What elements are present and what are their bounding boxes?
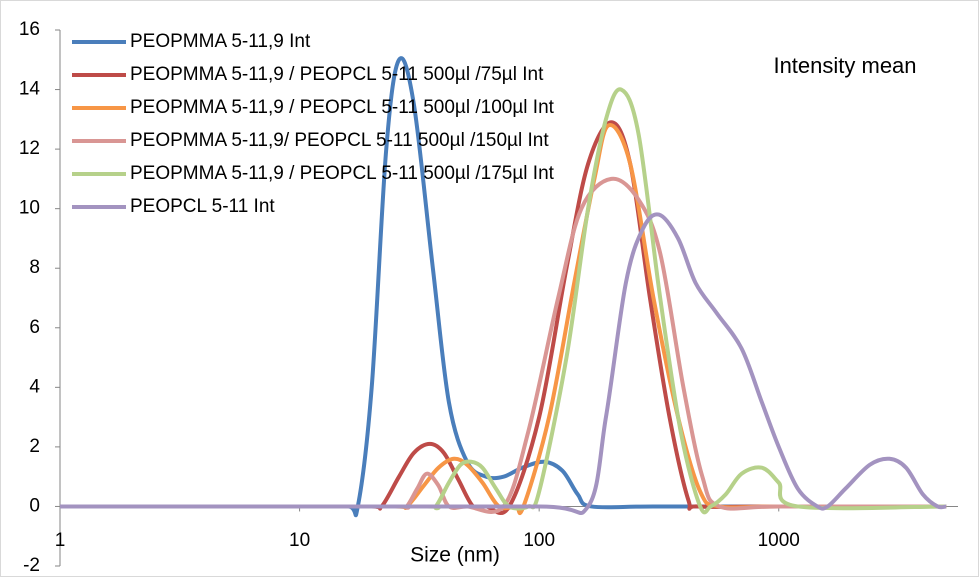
- x-axis-label: Size (nm): [410, 544, 500, 567]
- y-tick-label: 12: [19, 138, 40, 159]
- y-tick-label: 4: [29, 376, 40, 397]
- y-tick-label: -2: [23, 555, 40, 576]
- legend-label: PEOPMMA 5-11,9 / PEOPCL 5-11 500µl /100µ…: [130, 97, 555, 118]
- x-tick-label: 10: [289, 530, 310, 551]
- y-tick-label: 8: [29, 257, 40, 278]
- y-tick-label: 2: [29, 436, 40, 457]
- series-line: [60, 120, 947, 515]
- annotation: Intensity mean: [773, 53, 916, 78]
- x-tick-label: 1000: [758, 530, 800, 551]
- legend-label: PEOPMMA 5-11,9/ PEOPCL 5-11 500µl /150µl…: [130, 130, 549, 151]
- legend-label: PEOPMMA 5-11,9 / PEOPCL 5-11 500µl /75µl…: [130, 64, 544, 85]
- x-tick-label: 100: [523, 530, 555, 551]
- y-tick-label: 0: [29, 495, 40, 516]
- y-tick-label: 10: [19, 198, 40, 219]
- legend-label: PEOPMMA 5-11,9 / PEOPCL 5-11 500µl /175µ…: [130, 163, 555, 184]
- y-tick-label: 16: [19, 19, 40, 40]
- series-line: [60, 212, 947, 516]
- legend-label: PEOPCL 5-11 Int: [130, 196, 275, 217]
- series-line: [60, 87, 947, 515]
- x-tick-label: 1: [55, 530, 66, 551]
- legend-label: PEOPMMA 5-11,9 Int: [130, 31, 311, 52]
- y-tick-label: 6: [29, 317, 40, 338]
- y-tick-label: 14: [19, 79, 41, 100]
